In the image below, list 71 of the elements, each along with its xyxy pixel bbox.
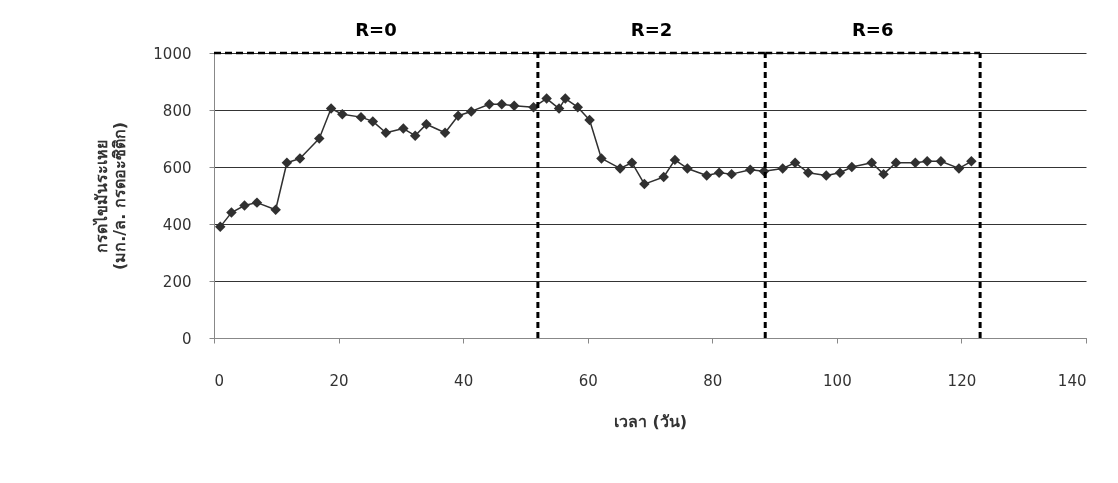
point <box>669 154 681 166</box>
x-tick-label: 40 <box>454 371 474 390</box>
text: R=2 <box>630 19 673 40</box>
point <box>226 207 237 218</box>
y-tick-label: 1000 <box>153 44 192 63</box>
point <box>239 200 250 211</box>
point <box>953 163 965 174</box>
y-tick-label: 200 <box>162 272 192 291</box>
point <box>355 111 367 123</box>
y-tick-label: 800 <box>162 101 192 120</box>
point <box>541 93 552 104</box>
point <box>398 123 409 134</box>
x-tick-label: 120 <box>947 371 977 390</box>
text: R=0 <box>355 19 397 40</box>
y-tick-label: 400 <box>162 215 192 234</box>
point <box>367 116 379 127</box>
point <box>777 163 788 174</box>
point <box>596 153 607 164</box>
point <box>251 197 263 208</box>
point <box>846 161 858 173</box>
point <box>439 127 451 139</box>
text: R=6 <box>851 19 894 40</box>
y-tick-label: 600 <box>162 158 192 177</box>
point <box>658 171 669 183</box>
x-tick-label: 60 <box>578 371 598 390</box>
y-axis-title: กรดไขมันระเหย (มก./ล. กรดอะซิติก) <box>92 121 130 271</box>
x-tick-label: 0 <box>214 371 225 390</box>
point <box>466 106 477 117</box>
point <box>409 130 421 141</box>
point <box>281 157 293 168</box>
point <box>626 157 638 168</box>
point <box>314 133 325 144</box>
point <box>726 168 737 180</box>
point <box>572 101 583 113</box>
point <box>508 100 520 111</box>
x-axis-title: เวลา (วัน) <box>613 411 688 431</box>
y-tick-label: 0 <box>181 329 192 348</box>
point <box>380 127 392 139</box>
point <box>294 153 306 164</box>
point <box>337 109 348 120</box>
x-tick-label: 80 <box>703 371 723 390</box>
point <box>270 204 281 215</box>
point <box>834 167 846 178</box>
point <box>789 157 801 168</box>
point <box>713 167 725 178</box>
point <box>935 156 947 167</box>
x-tick-label: 20 <box>329 371 349 390</box>
point <box>701 170 712 181</box>
point <box>614 163 626 174</box>
point <box>421 119 432 130</box>
point <box>214 221 226 233</box>
point <box>452 110 464 121</box>
point <box>878 168 889 180</box>
point <box>484 99 495 110</box>
point <box>910 157 921 168</box>
x-tick-label: 100 <box>823 371 852 390</box>
point <box>584 114 595 126</box>
point <box>866 157 877 168</box>
point <box>682 163 693 174</box>
point <box>921 156 933 167</box>
point <box>553 103 565 114</box>
point <box>560 93 571 104</box>
point <box>639 178 650 190</box>
point <box>496 99 507 110</box>
x-tick-label: 140 <box>1057 371 1087 390</box>
point <box>821 170 832 181</box>
point <box>802 167 814 178</box>
point <box>325 103 337 114</box>
point <box>890 157 902 168</box>
point <box>966 156 977 167</box>
point <box>745 164 756 176</box>
